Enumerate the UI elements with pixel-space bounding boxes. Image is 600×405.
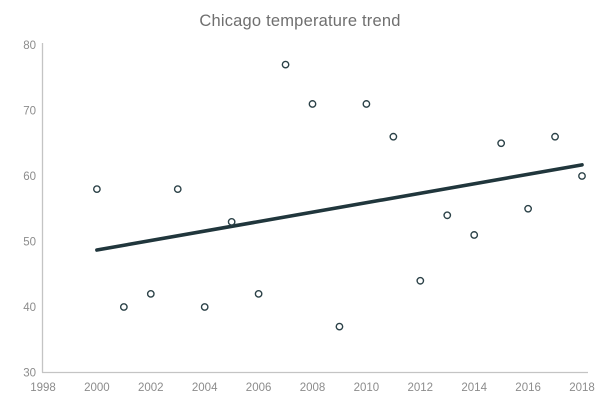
data-point [443, 211, 452, 220]
x-tick-label: 2018 [569, 382, 595, 394]
y-tick-label: 30 [23, 368, 36, 380]
data-point [497, 139, 506, 148]
x-tick-label: 2004 [192, 382, 218, 394]
y-tick-label: 70 [23, 106, 36, 118]
y-tick-label: 80 [23, 40, 36, 52]
x-tick-label: 2012 [408, 382, 434, 394]
data-point [416, 276, 425, 285]
x-tick-label: 2014 [461, 382, 487, 394]
x-tick-label: 2006 [246, 382, 272, 394]
data-point [308, 100, 317, 108]
chart-title: Chicago temperature trend [199, 12, 401, 30]
data-point [173, 185, 182, 194]
data-point [227, 217, 236, 226]
data-point [200, 303, 209, 311]
data-point [524, 204, 532, 213]
data-point [119, 303, 128, 311]
data-point [254, 289, 263, 298]
data-point [93, 185, 101, 194]
x-tick-label: 2016 [515, 382, 541, 394]
y-tick-label: 60 [23, 171, 36, 183]
data-point [362, 100, 371, 108]
data-point [551, 132, 559, 141]
x-tick-label: 2010 [354, 382, 380, 394]
x-tick-label: 2008 [300, 382, 326, 394]
data-point [470, 231, 479, 239]
y-tick-label: 40 [23, 302, 36, 314]
x-tick-label: 2000 [84, 382, 110, 394]
y-tick-label: 50 [23, 237, 36, 249]
x-tick-label: 1998 [30, 382, 56, 394]
data-point [335, 322, 344, 331]
data-point [389, 132, 398, 141]
data-point [281, 60, 290, 69]
x-tick-label: 2002 [138, 382, 164, 394]
data-point [578, 172, 586, 180]
trend-line [95, 163, 584, 252]
data-point [146, 289, 155, 298]
